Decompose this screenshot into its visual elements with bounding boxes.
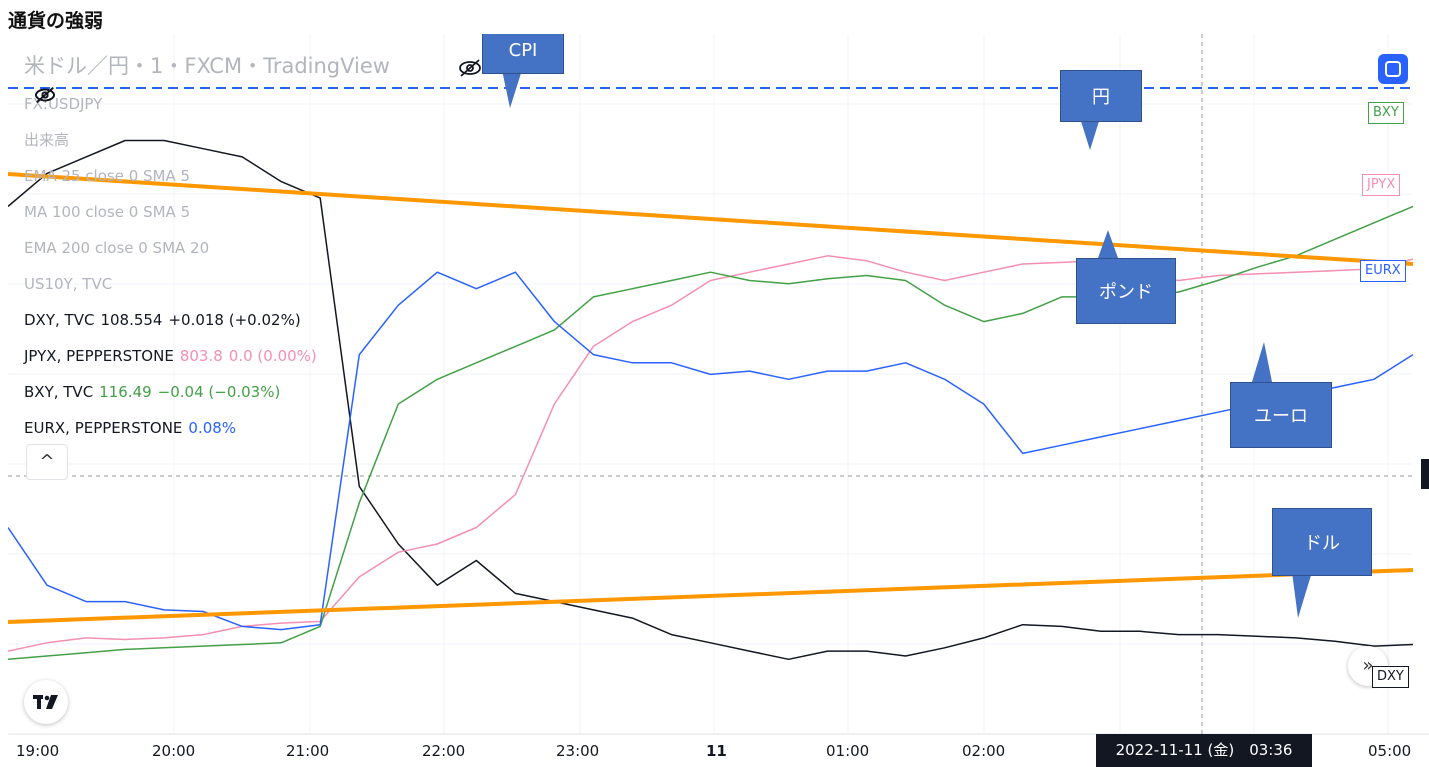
callout-cpi: CPI	[482, 34, 564, 74]
price-badge-eurx: EURX	[1360, 260, 1406, 282]
callout-dollar: ドル	[1272, 508, 1372, 576]
series-line-bxy	[8, 205, 1414, 661]
legend-label: 出来高	[24, 131, 70, 149]
legend-row[interactable]: DXY, TVC 108.554 +0.018 (+0.02%)	[24, 302, 317, 338]
chart-canvas[interactable]	[8, 34, 1429, 767]
page-title: 通貨の強弱	[8, 10, 104, 32]
legend-row[interactable]: BXY, TVC 116.49 −0.04 (−0.03%)	[24, 374, 317, 410]
callout-pound: ポンド	[1076, 258, 1176, 324]
x-tick-day-11: 11	[706, 742, 727, 760]
legend-collapse-button[interactable]: ^	[26, 444, 68, 480]
tradingview-logo[interactable]	[24, 680, 68, 724]
crosshair-time-label: 2022-11-11 (金) 03:36	[1096, 734, 1312, 767]
legend-row[interactable]: EMA 25 close 0 SMA 5	[24, 87, 317, 194]
legend-row[interactable]: JPYX, PEPPERSTONE 803.8 0.0 (0.00%)	[24, 338, 317, 374]
x-tick-2200: 22:00	[422, 742, 466, 760]
x-tick-0200: 02:00	[962, 742, 1006, 760]
legend-label: JPYX, PEPPERSTONE	[24, 347, 174, 365]
tradingview-logo-icon	[33, 695, 58, 709]
callout-dollar-label: ドル	[1304, 533, 1340, 554]
x-tick-2000: 20:00	[152, 742, 196, 760]
x-tick-1900: 19:00	[16, 742, 60, 760]
trendline-lower	[8, 568, 1414, 624]
legend-label: MA 100 close 0 SMA 5	[24, 203, 191, 221]
series-line-dxy	[8, 139, 1414, 661]
legend-label: FX:USDJPY	[24, 95, 103, 113]
callout-cpi-label: CPI	[508, 39, 538, 61]
callout-euro-label: ユーロ	[1254, 406, 1308, 427]
legend-row[interactable]: EURX, PEPPERSTONE 0.08%	[24, 410, 317, 446]
right-edge-marker	[1421, 459, 1429, 489]
expand-icon	[1385, 61, 1401, 77]
chevron-up-icon: ^	[39, 451, 55, 472]
series-line-eurx	[8, 271, 1414, 631]
legend-change: −0.04 (−0.03%)	[157, 383, 281, 401]
callout-yen-label: 円	[1092, 87, 1110, 108]
callout-yen-pointer	[1080, 118, 1100, 150]
chevron-double-right-icon: »	[1362, 655, 1374, 676]
legend-label: DXY, TVC	[24, 311, 95, 329]
callout-yen: 円	[1060, 70, 1142, 122]
callout-pound-label: ポンド	[1099, 282, 1153, 303]
callout-dollar-pointer	[1292, 572, 1312, 618]
legend-row[interactable]: US10Y, TVC	[24, 87, 317, 302]
legend-change: 0.0 (0.00%)	[228, 347, 317, 365]
legend-label: BXY, TVC	[24, 383, 94, 401]
x-tick-2100: 21:00	[286, 742, 330, 760]
legend-label: EMA 200 close 0 SMA 20	[24, 239, 210, 257]
chart-symbol-title[interactable]: 米ドル／円・1・FXCM・TradingView	[24, 54, 390, 78]
legend-value: 803.8	[179, 347, 223, 365]
x-tick-0100: 01:00	[826, 742, 870, 760]
legend-value: 116.49	[99, 383, 152, 401]
price-badge-bxy: BXY	[1368, 102, 1404, 124]
legend-row[interactable]: 出来高	[24, 87, 317, 158]
chart-area[interactable]: 米ドル／円・1・FXCM・TradingView FX:USDJPY 出来高 EMA…	[8, 34, 1429, 767]
price-badge-dxy: DXY	[1372, 666, 1409, 688]
legend-value: 0.08%	[188, 419, 237, 437]
callout-euro: ユーロ	[1230, 382, 1332, 448]
hidden-eye-icon[interactable]	[34, 86, 56, 104]
main-title-eye-icon[interactable]	[458, 58, 482, 78]
legend-row[interactable]: EMA 200 close 0 SMA 20	[24, 87, 317, 266]
x-tick-2300: 23:00	[556, 742, 600, 760]
callout-pound-pointer	[1098, 230, 1118, 258]
x-tick-0500: 05:00	[1368, 742, 1412, 760]
legend-row[interactable]: MA 100 close 0 SMA 5	[24, 87, 317, 230]
price-badge-jpyx: JPYX	[1362, 174, 1401, 196]
settings-button[interactable]	[1378, 54, 1408, 84]
callout-cpi-pointer	[502, 70, 522, 108]
callout-euro-pointer	[1252, 342, 1272, 382]
trendline-upper	[8, 172, 1414, 266]
legend-value: 108.554	[100, 311, 163, 329]
indicator-legend: FX:USDJPY 出来高 EMA 25 close 0 SMA 5 MA 100 c…	[24, 86, 317, 446]
legend-label: EURX, PEPPERSTONE	[24, 419, 183, 437]
legend-row[interactable]: FX:USDJPY	[24, 86, 317, 122]
legend-label: EMA 25 close 0 SMA 5	[24, 167, 191, 185]
legend-change: +0.018 (+0.02%)	[168, 311, 301, 329]
legend-label: US10Y, TVC	[24, 275, 113, 293]
